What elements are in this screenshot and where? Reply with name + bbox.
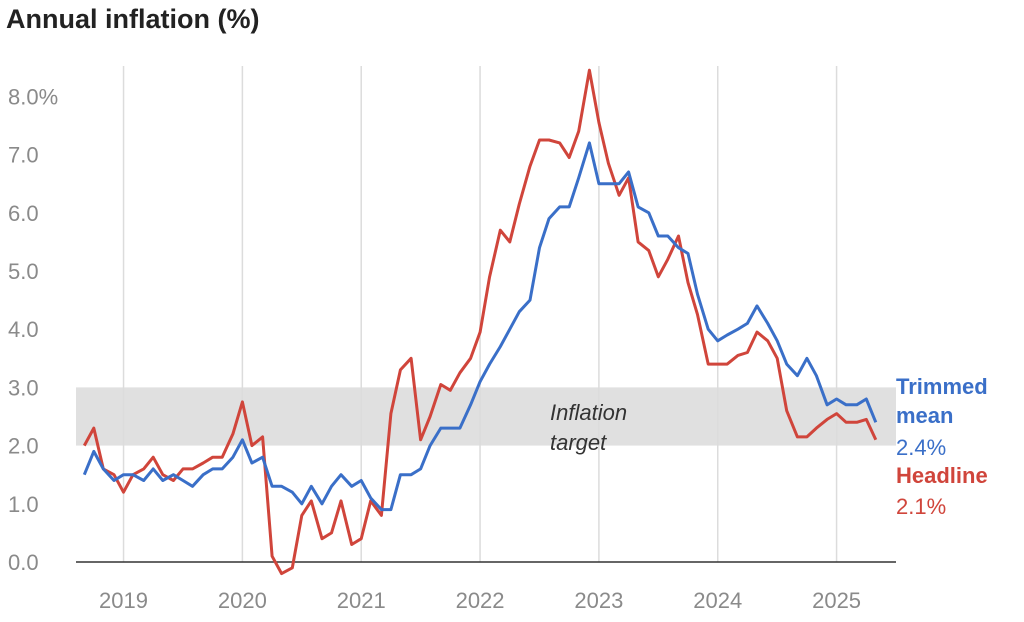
x-tick-label: 2025	[812, 588, 861, 613]
chart-title: Annual inflation (%)	[6, 4, 260, 34]
inflation-target-band	[76, 387, 896, 446]
legend-trimmed-mean-line1: Trimmed	[896, 374, 988, 399]
x-tick-label: 2024	[693, 588, 742, 613]
legend-trimmed-mean-value: 2.4%	[896, 435, 946, 460]
legend-headline-value: 2.1%	[896, 494, 946, 519]
y-tick-label: 6.0	[8, 201, 39, 226]
vertical-gridlines	[122, 66, 838, 562]
target-band-label-line2: target	[550, 430, 607, 455]
legend-trimmed-mean-line2: mean	[896, 403, 953, 428]
series-line-headline	[82, 68, 878, 576]
x-tick-label: 2022	[456, 588, 505, 613]
y-tick-label: 8.0%	[8, 84, 58, 109]
y-tick-label: 7.0	[8, 143, 39, 168]
y-axis-tick-labels: 0.0 1.0 2.0 3.0 4.0 5.0 6.0 7.0 8.0%	[8, 84, 58, 575]
y-tick-label: 4.0	[8, 317, 39, 342]
y-tick-label: 0.0	[8, 550, 39, 575]
x-tick-label: 2021	[337, 588, 386, 613]
y-tick-label: 1.0	[8, 492, 39, 517]
y-tick-label: 5.0	[8, 259, 39, 284]
series-line-trimmed-mean	[82, 141, 878, 512]
x-axis-tick-labels: 2019 2020 2021 2022 2023 2024 2025	[99, 588, 861, 613]
y-tick-label: 2.0	[8, 434, 39, 459]
x-tick-label: 2019	[99, 588, 148, 613]
y-tick-label: 3.0	[8, 375, 39, 400]
x-tick-label: 2020	[218, 588, 267, 613]
x-tick-label: 2023	[574, 588, 623, 613]
target-band-label-line1: Inflation	[550, 400, 627, 425]
legend-headline-label: Headline	[896, 463, 988, 488]
